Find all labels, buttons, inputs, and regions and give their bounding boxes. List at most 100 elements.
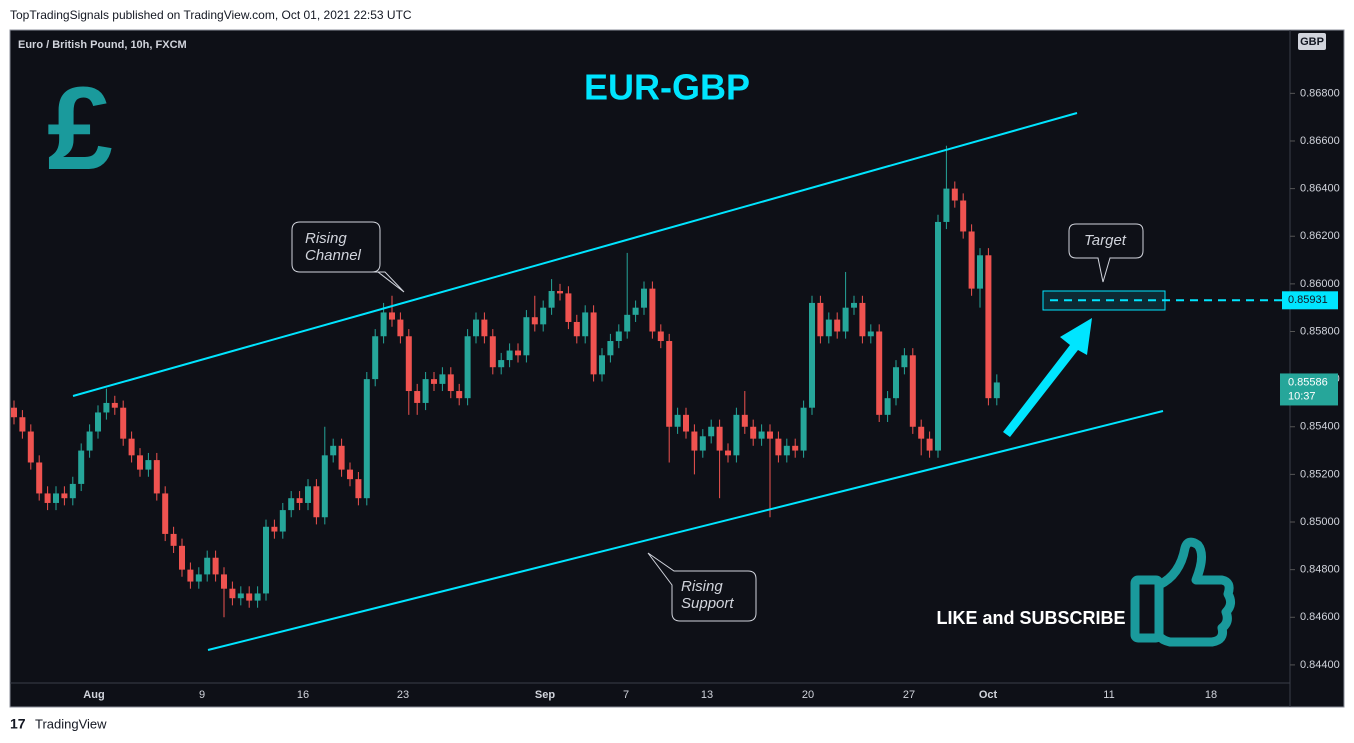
callout-text: Support — [681, 595, 734, 612]
candle-body — [481, 319, 488, 337]
candle-body — [993, 382, 1000, 399]
candle-body — [69, 483, 76, 499]
target-price: 0.85931 — [1288, 294, 1328, 306]
y-tick-label: 0.85800 — [1300, 325, 1340, 337]
candle-body — [674, 414, 681, 427]
x-tick-label: Oct — [979, 689, 998, 701]
candle-body — [27, 431, 34, 463]
chart-title: EUR-GBP — [584, 67, 750, 108]
candle-body — [347, 469, 353, 480]
x-tick-label: 16 — [297, 689, 309, 701]
candle-body — [800, 407, 807, 451]
candle-body — [901, 355, 908, 368]
candle-body — [204, 557, 211, 575]
candle-body — [422, 379, 429, 403]
candle-body — [884, 398, 891, 415]
channel-bottom — [207, 410, 1164, 651]
candle-body — [498, 360, 505, 368]
candle-body — [977, 255, 983, 289]
x-tick-label: 13 — [701, 689, 713, 701]
countdown: 10:37 — [1288, 390, 1316, 402]
candle-body — [288, 498, 295, 511]
candle-body — [691, 431, 698, 451]
x-tick-label: 9 — [199, 689, 205, 701]
candle-body — [330, 445, 337, 456]
x-tick-label: 11 — [1103, 689, 1114, 701]
candle-body — [960, 200, 967, 232]
candle-body — [431, 379, 437, 384]
candle-body — [632, 307, 639, 315]
candle-body — [624, 314, 631, 332]
candle-body — [170, 533, 177, 546]
candle-body — [590, 312, 597, 375]
candle-body — [380, 312, 387, 337]
candle-body — [187, 569, 194, 582]
x-tick-label: 23 — [397, 689, 409, 701]
candle-body — [414, 391, 421, 403]
y-tick-label: 0.86200 — [1300, 230, 1340, 242]
y-tick-label: 0.84800 — [1300, 564, 1340, 576]
y-tick-label: 0.86800 — [1300, 87, 1340, 99]
candle-body — [741, 414, 748, 427]
y-tick-label: 0.86400 — [1300, 183, 1340, 195]
arrow — [1003, 318, 1092, 437]
candle-body — [254, 593, 261, 601]
candle-body — [128, 438, 135, 456]
last-price-tag — [1280, 373, 1338, 406]
candle-body — [263, 526, 269, 594]
candle-body — [439, 374, 446, 384]
candle-body — [599, 355, 605, 375]
callout-text: Rising — [681, 578, 723, 595]
candle-body — [809, 302, 815, 408]
candle-body — [926, 438, 933, 451]
candle-body — [666, 341, 673, 427]
candle-body — [456, 391, 463, 399]
candle-body — [363, 379, 370, 499]
candle-body — [279, 510, 286, 532]
candle-body — [111, 402, 118, 408]
candle-body — [859, 302, 866, 337]
candle-body — [573, 321, 580, 337]
candle-body — [447, 374, 454, 392]
candle-body — [918, 426, 925, 439]
candle-body — [758, 431, 765, 439]
candle-body — [237, 593, 244, 599]
candle-body — [11, 407, 17, 418]
candle-body — [867, 331, 874, 337]
candle-body — [321, 455, 328, 518]
candle-body — [699, 436, 706, 451]
candle-body — [145, 460, 152, 470]
candle-body — [985, 255, 992, 399]
candle-body — [557, 291, 563, 294]
target-price-tag — [1282, 291, 1338, 310]
symbol: Euro / British Pound, 10h, FXCM — [18, 39, 187, 51]
candle-body — [473, 319, 479, 337]
candle-body — [582, 312, 589, 337]
candle-body — [221, 574, 227, 589]
candle-body — [683, 414, 689, 432]
candle-body — [61, 493, 68, 499]
candle-body — [548, 291, 555, 308]
publish-note: TopTradingSignals published on TradingVi… — [10, 8, 412, 22]
candle-body — [909, 355, 916, 427]
candle-body — [162, 493, 169, 534]
candle-body — [464, 336, 471, 399]
candle-body — [389, 312, 395, 320]
candle-body — [338, 445, 345, 470]
candle-body — [372, 336, 379, 380]
candle-body — [103, 402, 110, 413]
candle-body — [515, 350, 521, 356]
candle-body — [649, 288, 656, 332]
x-tick-label: 18 — [1205, 689, 1217, 701]
x-tick-label: 7 — [623, 689, 629, 701]
candle-body — [229, 588, 236, 599]
candle-body — [943, 188, 950, 222]
candle-body — [195, 574, 202, 582]
last-price: 0.85586 — [1288, 376, 1328, 388]
candle-body — [834, 319, 841, 332]
candle-body — [876, 331, 883, 415]
y-tick-label: 0.84600 — [1300, 611, 1340, 623]
candle-body — [305, 486, 311, 503]
candle-body — [733, 414, 740, 456]
